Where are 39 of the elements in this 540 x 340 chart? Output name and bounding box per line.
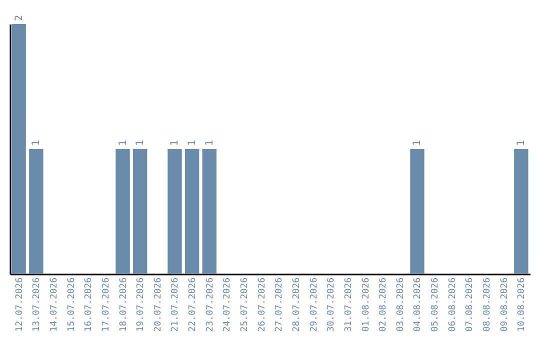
x-tick-label: 14.07.2026 (49, 278, 60, 332)
x-tick-label: 18.07.2026 (118, 278, 129, 332)
data-label: 1 (412, 140, 424, 146)
x-tick-label: 07.08.2026 (465, 278, 476, 332)
x-tick-label: 16.07.2026 (84, 278, 94, 332)
data-label: 1 (187, 140, 198, 146)
x-tick-label: 23.07.2026 (205, 278, 216, 332)
x-tick-label: 12.07.2026 (14, 278, 25, 332)
data-label: 1 (516, 140, 528, 146)
x-tick-label: 25.07.2026 (240, 278, 250, 332)
x-tick-label: 09.08.2026 (500, 278, 510, 332)
x-tick-label: 28.07.2026 (292, 278, 302, 332)
data-label: 1 (170, 140, 181, 146)
x-tick-label: 05.08.2026 (430, 278, 441, 332)
x-tick-label: 26.07.2026 (257, 278, 268, 332)
x-tick-label: 17.07.2026 (101, 278, 112, 332)
x-tick-label: 06.08.2026 (448, 278, 458, 332)
x-tick-label: 08.08.2026 (482, 278, 493, 332)
data-label: 1 (31, 140, 42, 146)
data-label: 1 (135, 140, 146, 146)
x-tick-label: 21.07.2026 (170, 278, 181, 332)
x-tick-label: 15.07.2026 (66, 278, 77, 332)
data-label: 1 (118, 140, 129, 146)
x-tick-label: 30.07.2026 (326, 278, 337, 332)
data-label: 2 (14, 14, 25, 21)
x-tick-label: 01.08.2026 (361, 278, 372, 332)
x-tick-label: 20.07.2026 (153, 278, 164, 332)
x-tick-label: 29.07.2026 (309, 278, 320, 332)
x-tick-label: 13.07.2026 (32, 278, 42, 332)
x-tick-label: 02.08.2026 (378, 278, 389, 332)
x-tick-label: 19.07.2026 (136, 278, 146, 332)
x-tick-label: 10.08.2026 (517, 278, 528, 332)
data-label: 1 (204, 140, 216, 146)
x-tick-label: 24.07.2026 (222, 278, 233, 332)
x-tick-label: 04.08.2026 (413, 278, 424, 332)
x-tick-label: 22.07.2026 (188, 278, 198, 332)
x-tick-label: 31.07.2026 (344, 278, 354, 332)
x-tick-label: 27.07.2026 (274, 278, 285, 332)
x-tick-label: 03.08.2026 (396, 278, 406, 332)
